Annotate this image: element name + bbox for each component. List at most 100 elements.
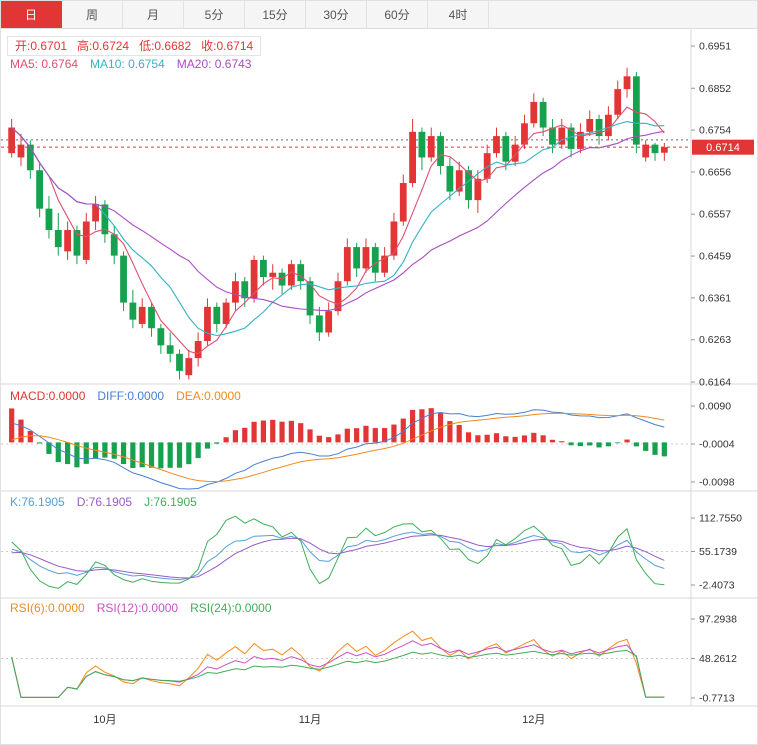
candle [343, 238, 351, 286]
candle [660, 142, 668, 161]
candle [148, 302, 155, 337]
candle [530, 93, 538, 128]
kdj-axis-ticks: 112.7550 55.1739 -2.4073 [691, 513, 742, 592]
candle [73, 225, 81, 265]
candle [36, 161, 44, 218]
candle [120, 251, 127, 312]
candle [269, 264, 277, 290]
candle [623, 67, 631, 98]
candle [483, 144, 491, 184]
candle [222, 298, 230, 329]
tab-5min[interactable]: 5分 [184, 1, 245, 28]
candle [427, 127, 435, 162]
tab-day[interactable]: 日 [1, 1, 62, 28]
candle [399, 174, 407, 226]
candle [381, 247, 389, 277]
candle [204, 298, 211, 346]
candle [418, 127, 426, 171]
svg-text:10月: 10月 [93, 714, 116, 726]
tab-week[interactable]: 周 [62, 1, 123, 28]
candle [474, 170, 482, 213]
svg-text:-0.0004: -0.0004 [699, 439, 735, 451]
kline-chart-svg[interactable]: 0.6951 0.6852 0.6754 0.6656 0.6557 0.6459 0.63… [1, 29, 758, 745]
candle [371, 242, 379, 282]
candle [176, 349, 183, 380]
candle [17, 133, 25, 166]
tab-30min[interactable]: 30分 [306, 1, 367, 28]
candle [232, 272, 239, 312]
kdj-layer [11, 515, 665, 589]
candle [8, 119, 16, 158]
candle [455, 161, 463, 196]
svg-text:0.6459: 0.6459 [699, 251, 731, 263]
svg-text:12月: 12月 [522, 714, 545, 726]
candle [614, 80, 622, 120]
candle [26, 140, 34, 179]
svg-text:0.6361: 0.6361 [699, 292, 731, 304]
svg-text:0.6656: 0.6656 [699, 166, 731, 178]
svg-text:0.6852: 0.6852 [699, 83, 731, 95]
svg-text:0.6263: 0.6263 [699, 334, 731, 346]
svg-text:-0.0098: -0.0098 [699, 477, 735, 489]
svg-text:0.6754: 0.6754 [699, 125, 731, 137]
candle [511, 136, 519, 166]
tab-60min[interactable]: 60分 [367, 1, 428, 28]
macd-layer [9, 408, 667, 490]
candles-layer [8, 67, 668, 380]
candle [92, 195, 99, 231]
candle [287, 259, 295, 290]
candle [502, 131, 510, 171]
svg-text:0.6714: 0.6714 [706, 142, 740, 154]
svg-text:0.6557: 0.6557 [699, 209, 731, 221]
panel-ref-lines [1, 139, 691, 660]
svg-text:0.6164: 0.6164 [699, 377, 731, 389]
tab-15min[interactable]: 15分 [245, 1, 306, 28]
candle [213, 302, 221, 333]
svg-text:-2.4073: -2.4073 [699, 580, 735, 592]
svg-text:-0.7713: -0.7713 [699, 693, 735, 705]
candle [260, 255, 267, 286]
candle [539, 97, 547, 137]
candle [306, 276, 314, 324]
candle [129, 289, 137, 329]
candle [64, 221, 72, 260]
rsi-layer [11, 630, 665, 698]
candle [54, 212, 62, 256]
candle [362, 238, 370, 273]
candle [493, 127, 500, 158]
candle [642, 140, 650, 162]
candle [185, 349, 193, 380]
candle [110, 225, 118, 265]
last-price-badge: 0.6714 [692, 139, 754, 155]
candle [604, 106, 612, 141]
candle [586, 110, 594, 137]
candle [595, 114, 603, 145]
candle [577, 123, 584, 154]
candle [651, 142, 659, 161]
candle [325, 302, 333, 337]
candle [437, 131, 444, 175]
candle [194, 332, 202, 367]
candle [82, 212, 90, 265]
candle [138, 298, 146, 329]
candle [250, 255, 258, 303]
candle [558, 119, 566, 149]
chart-area: 0.6951 0.6852 0.6754 0.6656 0.6557 0.6459 0.63… [1, 29, 758, 745]
rsi-axis-ticks: 97.2938 48.2612 -0.7713 [691, 614, 737, 705]
candle [409, 119, 416, 188]
candle [45, 195, 53, 239]
candle [446, 157, 454, 201]
candle [166, 332, 174, 363]
svg-text:11月: 11月 [299, 714, 321, 726]
ma-lines [11, 106, 665, 355]
candle [278, 268, 286, 295]
tab-month[interactable]: 月 [123, 1, 184, 28]
timeframe-toolbar: 日周月 5分 15分 30分 60分 4时 [1, 1, 757, 29]
svg-text:0.0090: 0.0090 [699, 401, 731, 413]
macd-axis-ticks: 0.0090 -0.0004 -0.0098 [691, 401, 735, 489]
svg-text:0.6951: 0.6951 [699, 41, 731, 53]
svg-text:48.2612: 48.2612 [699, 653, 737, 665]
main-axis-ticks: 0.6951 0.6852 0.6754 0.6656 0.6557 0.6459 0.63… [691, 41, 731, 389]
tab-4hour[interactable]: 4时 [428, 1, 489, 28]
